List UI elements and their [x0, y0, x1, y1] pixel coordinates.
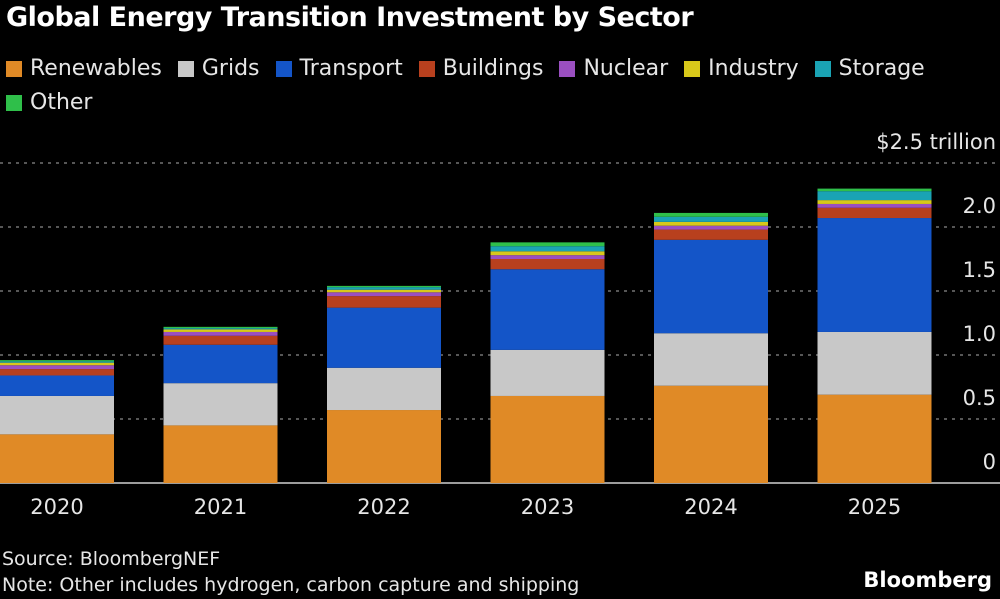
legend-swatch — [559, 61, 576, 77]
legend-item-renewables: Renewables — [6, 56, 162, 82]
bar-segment-nuclear-2022 — [327, 292, 441, 297]
bar-segment-industry-2020 — [0, 362, 114, 366]
bloomberg-logo: Bloomberg — [863, 568, 992, 592]
bar-segment-industry-2023 — [490, 251, 605, 256]
x-tick-label: 2023 — [521, 495, 574, 519]
bar-segment-renewables-2024 — [654, 385, 768, 483]
legend-item-storage: Storage — [814, 56, 925, 82]
bar-segment-storage-2020 — [0, 361, 114, 363]
bar-segment-transport-2020 — [0, 375, 114, 396]
y-tick-label: $2.5 trillion — [876, 130, 996, 154]
bar-segment-buildings-2021 — [163, 335, 278, 345]
x-tick-label: 2022 — [357, 495, 410, 519]
bar-segment-storage-2024 — [654, 216, 768, 222]
bar-segment-industry-2024 — [654, 221, 768, 226]
bar-segment-grids-2021 — [163, 383, 278, 426]
bar-segment-buildings-2020 — [0, 369, 114, 376]
y-tick-label: 0 — [983, 450, 996, 474]
y-tick-label: 2.0 — [963, 194, 996, 218]
y-tick-label: 0.5 — [963, 386, 996, 410]
legend-label: Grids — [201, 56, 260, 81]
legend-swatch — [6, 61, 22, 77]
legend-item-grids: Grids — [177, 56, 260, 82]
legend-item-other: Other — [6, 90, 92, 116]
bar-segment-renewables-2020 — [0, 434, 114, 483]
legend-swatch — [684, 61, 701, 77]
bar-segment-other-2021 — [163, 326, 278, 329]
bar-segment-grids-2020 — [0, 395, 114, 435]
bar-segment-nuclear-2023 — [490, 255, 605, 259]
bar-segment-renewables-2021 — [163, 425, 278, 483]
x-tick-label: 2025 — [848, 495, 901, 519]
bar-segment-renewables-2025 — [817, 394, 932, 483]
x-tick-label: 2021 — [194, 495, 247, 519]
legend-label: Industry — [708, 56, 799, 81]
bar-segment-grids-2024 — [654, 333, 768, 386]
bar-segment-buildings-2022 — [327, 296, 441, 308]
legend-item-nuclear: Nuclear — [559, 56, 668, 82]
chart-title: Global Energy Transition Investment by S… — [6, 2, 694, 33]
legend-swatch — [814, 61, 831, 77]
bar-segment-grids-2023 — [490, 349, 605, 396]
x-tick-label: 2024 — [684, 495, 737, 519]
bar-segment-renewables-2023 — [490, 395, 605, 483]
bar-segment-transport-2023 — [490, 269, 605, 350]
legend-label: Transport — [299, 56, 403, 81]
bar-segment-storage-2021 — [163, 328, 278, 330]
bar-segment-storage-2023 — [490, 246, 605, 252]
bar-segment-other-2024 — [654, 212, 768, 217]
bar-segment-nuclear-2020 — [0, 365, 114, 370]
bar-segment-renewables-2022 — [327, 410, 441, 483]
legend-swatch — [418, 61, 435, 77]
bar-segment-transport-2025 — [817, 218, 932, 332]
bar-segment-buildings-2025 — [817, 207, 932, 219]
bar-segment-nuclear-2021 — [163, 331, 278, 336]
bar-segment-industry-2022 — [327, 289, 441, 293]
bar-segment-grids-2022 — [327, 367, 441, 411]
legend: Renewables Grids Transport Buildings Nuclear… — [6, 56, 996, 116]
legend-swatch — [275, 61, 292, 77]
bar-segment-transport-2021 — [163, 344, 278, 384]
bar-segment-storage-2025 — [817, 191, 932, 201]
source-note: Source: BloombergNEF — [2, 548, 221, 570]
bar-segment-nuclear-2025 — [817, 203, 932, 208]
legend-swatch — [177, 61, 194, 77]
bar-segment-transport-2022 — [327, 307, 441, 368]
legend-swatch — [6, 95, 22, 111]
bar-segment-buildings-2024 — [654, 229, 768, 240]
bar-segment-industry-2025 — [817, 200, 932, 204]
bar-segment-other-2023 — [490, 242, 605, 247]
bar-segment-nuclear-2024 — [654, 225, 768, 230]
x-tick-label: 2020 — [30, 495, 83, 519]
bar-segment-grids-2025 — [817, 331, 932, 395]
y-tick-label: 1.5 — [963, 258, 996, 282]
bar-segment-buildings-2023 — [490, 259, 605, 270]
legend-label: Nuclear — [583, 56, 669, 81]
bar-segment-other-2025 — [817, 188, 932, 192]
bar-segment-industry-2021 — [163, 329, 278, 332]
legend-item-buildings: Buildings — [418, 56, 544, 82]
legend-label: Storage — [838, 56, 925, 81]
legend-label: Buildings — [442, 56, 544, 81]
footnote: Note: Other includes hydrogen, carbon ca… — [2, 574, 580, 596]
legend-label: Other — [30, 90, 93, 115]
bar-segment-other-2020 — [0, 360, 114, 362]
legend-item-transport: Transport — [275, 56, 403, 82]
bar-segment-other-2022 — [327, 285, 441, 288]
y-tick-label: 1.0 — [963, 322, 996, 346]
legend-item-industry: Industry — [684, 56, 799, 82]
bar-segment-storage-2022 — [327, 287, 441, 290]
legend-label: Renewables — [30, 56, 162, 81]
bar-segment-transport-2024 — [654, 239, 768, 334]
